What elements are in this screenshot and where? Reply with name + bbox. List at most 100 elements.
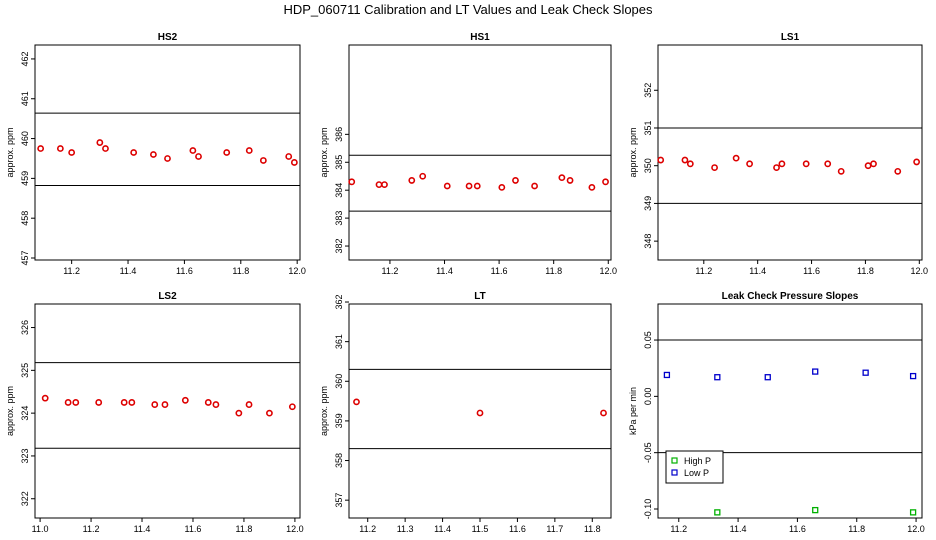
y-tick-label: -0.10 xyxy=(643,499,653,520)
figure-title: HDP_060711 Calibration and LT Values and… xyxy=(283,2,653,17)
x-tick-label: 11.6 xyxy=(491,266,508,276)
y-tick-label: 0.00 xyxy=(643,388,653,406)
y-tick-label: 359 xyxy=(334,413,344,428)
panel-5: Leak Check Pressure Slopes 11.2 11.4 11.6 11… xyxy=(628,291,925,534)
y-tick-label: 322 xyxy=(20,491,30,506)
y-tick-label: 362 xyxy=(334,295,344,310)
data-point xyxy=(558,174,566,182)
y-tick-label: 383 xyxy=(334,211,344,226)
legend-box xyxy=(665,450,724,484)
data-point xyxy=(894,167,902,175)
legend-label: Low P xyxy=(684,468,709,478)
y-axis-label: approx. ppm xyxy=(5,386,15,436)
data-point xyxy=(348,178,356,186)
data-point xyxy=(778,160,786,168)
y-tick-label: 357 xyxy=(334,493,344,508)
y-tick-label: 358 xyxy=(334,453,344,468)
y-tick-label: 382 xyxy=(334,239,344,254)
data-point xyxy=(95,399,103,406)
y-tick-label: 461 xyxy=(20,91,30,106)
data-point xyxy=(657,156,665,164)
y-tick-label: 351 xyxy=(643,120,653,135)
data-point xyxy=(245,147,253,154)
data-point xyxy=(150,151,157,158)
panel-3: LS2 11.0 11.2 11.4 11.6 11.8 12.0 322 323 324 325 3… xyxy=(5,291,304,534)
data-point xyxy=(195,153,202,160)
data-point xyxy=(37,145,45,152)
panel-title: HS2 xyxy=(158,32,178,43)
data-point xyxy=(41,394,49,402)
data-point xyxy=(476,409,484,417)
data-point xyxy=(64,399,72,406)
y-axis-label: approx. ppm xyxy=(5,127,15,177)
y-tick-label: 457 xyxy=(20,250,30,265)
data-point xyxy=(102,145,109,152)
data-point xyxy=(290,159,298,166)
data-point xyxy=(130,149,138,156)
panel-title: HS1 xyxy=(470,32,490,43)
data-point xyxy=(773,164,780,171)
data-point xyxy=(602,178,609,186)
y-tick-label: 459 xyxy=(20,171,30,186)
data-point xyxy=(245,401,253,408)
data-point xyxy=(443,182,451,190)
y-tick-label: 324 xyxy=(20,406,30,421)
data-point xyxy=(711,164,718,171)
x-tick-label: 11.2 xyxy=(382,266,399,276)
data-point xyxy=(824,160,832,168)
data-point xyxy=(120,399,128,406)
data-point xyxy=(381,181,388,189)
plot-frame xyxy=(34,303,301,519)
data-point xyxy=(465,182,473,190)
x-tick-label: 11.8 xyxy=(848,524,865,534)
x-tick-label: 11.4 xyxy=(436,266,453,276)
y-tick-label: 458 xyxy=(20,211,30,226)
data-point xyxy=(259,157,267,164)
data-point xyxy=(746,160,753,168)
x-tick-label: 11.8 xyxy=(857,266,874,276)
x-tick-label: 11.8 xyxy=(232,266,249,276)
y-tick-label: 460 xyxy=(20,131,30,146)
data-point xyxy=(812,368,819,375)
data-point xyxy=(72,399,80,406)
data-point xyxy=(764,374,771,381)
data-point xyxy=(512,177,519,184)
plot-frame xyxy=(657,303,923,519)
y-tick-label: 325 xyxy=(20,363,30,378)
x-tick-label: 11.2 xyxy=(83,524,100,534)
data-point xyxy=(837,167,845,175)
legend-marker xyxy=(671,457,678,464)
data-point xyxy=(714,509,721,516)
data-point xyxy=(68,149,76,156)
data-point xyxy=(181,396,189,404)
data-point xyxy=(566,177,574,184)
data-point xyxy=(204,399,212,406)
x-tick-label: 11.3 xyxy=(397,524,414,534)
data-point xyxy=(600,409,607,417)
data-point xyxy=(864,162,872,170)
x-tick-label: 11.4 xyxy=(434,524,451,534)
data-point xyxy=(498,184,506,191)
panel-0: HS2 11.2 11.4 11.6 11.8 12.0 457 458 459 460 461 46… xyxy=(5,32,306,276)
x-tick-label: 12.0 xyxy=(911,266,929,276)
data-point xyxy=(870,160,877,168)
x-tick-label: 11.4 xyxy=(730,524,747,534)
data-point xyxy=(802,160,810,168)
legend-marker xyxy=(671,469,678,476)
data-point xyxy=(663,371,671,379)
data-point xyxy=(353,398,360,406)
data-point xyxy=(909,372,917,380)
plot-frame xyxy=(348,44,612,261)
x-tick-label: 11.4 xyxy=(134,524,151,534)
panel-title: Leak Check Pressure Slopes xyxy=(722,291,859,302)
y-tick-label: 386 xyxy=(334,127,344,142)
y-tick-label: 361 xyxy=(334,334,344,349)
panel-4: LT 11.2 11.3 11.4 11.5 11.6 11.7 11.8 357 358 359 3… xyxy=(319,291,612,534)
x-tick-label: 11.2 xyxy=(670,524,687,534)
y-axis-label: approx. ppm xyxy=(319,386,329,436)
x-tick-label: 11.6 xyxy=(789,524,806,534)
y-tick-label: 385 xyxy=(334,155,344,170)
panel-title: LS2 xyxy=(158,291,177,302)
y-tick-label: 360 xyxy=(334,374,344,389)
